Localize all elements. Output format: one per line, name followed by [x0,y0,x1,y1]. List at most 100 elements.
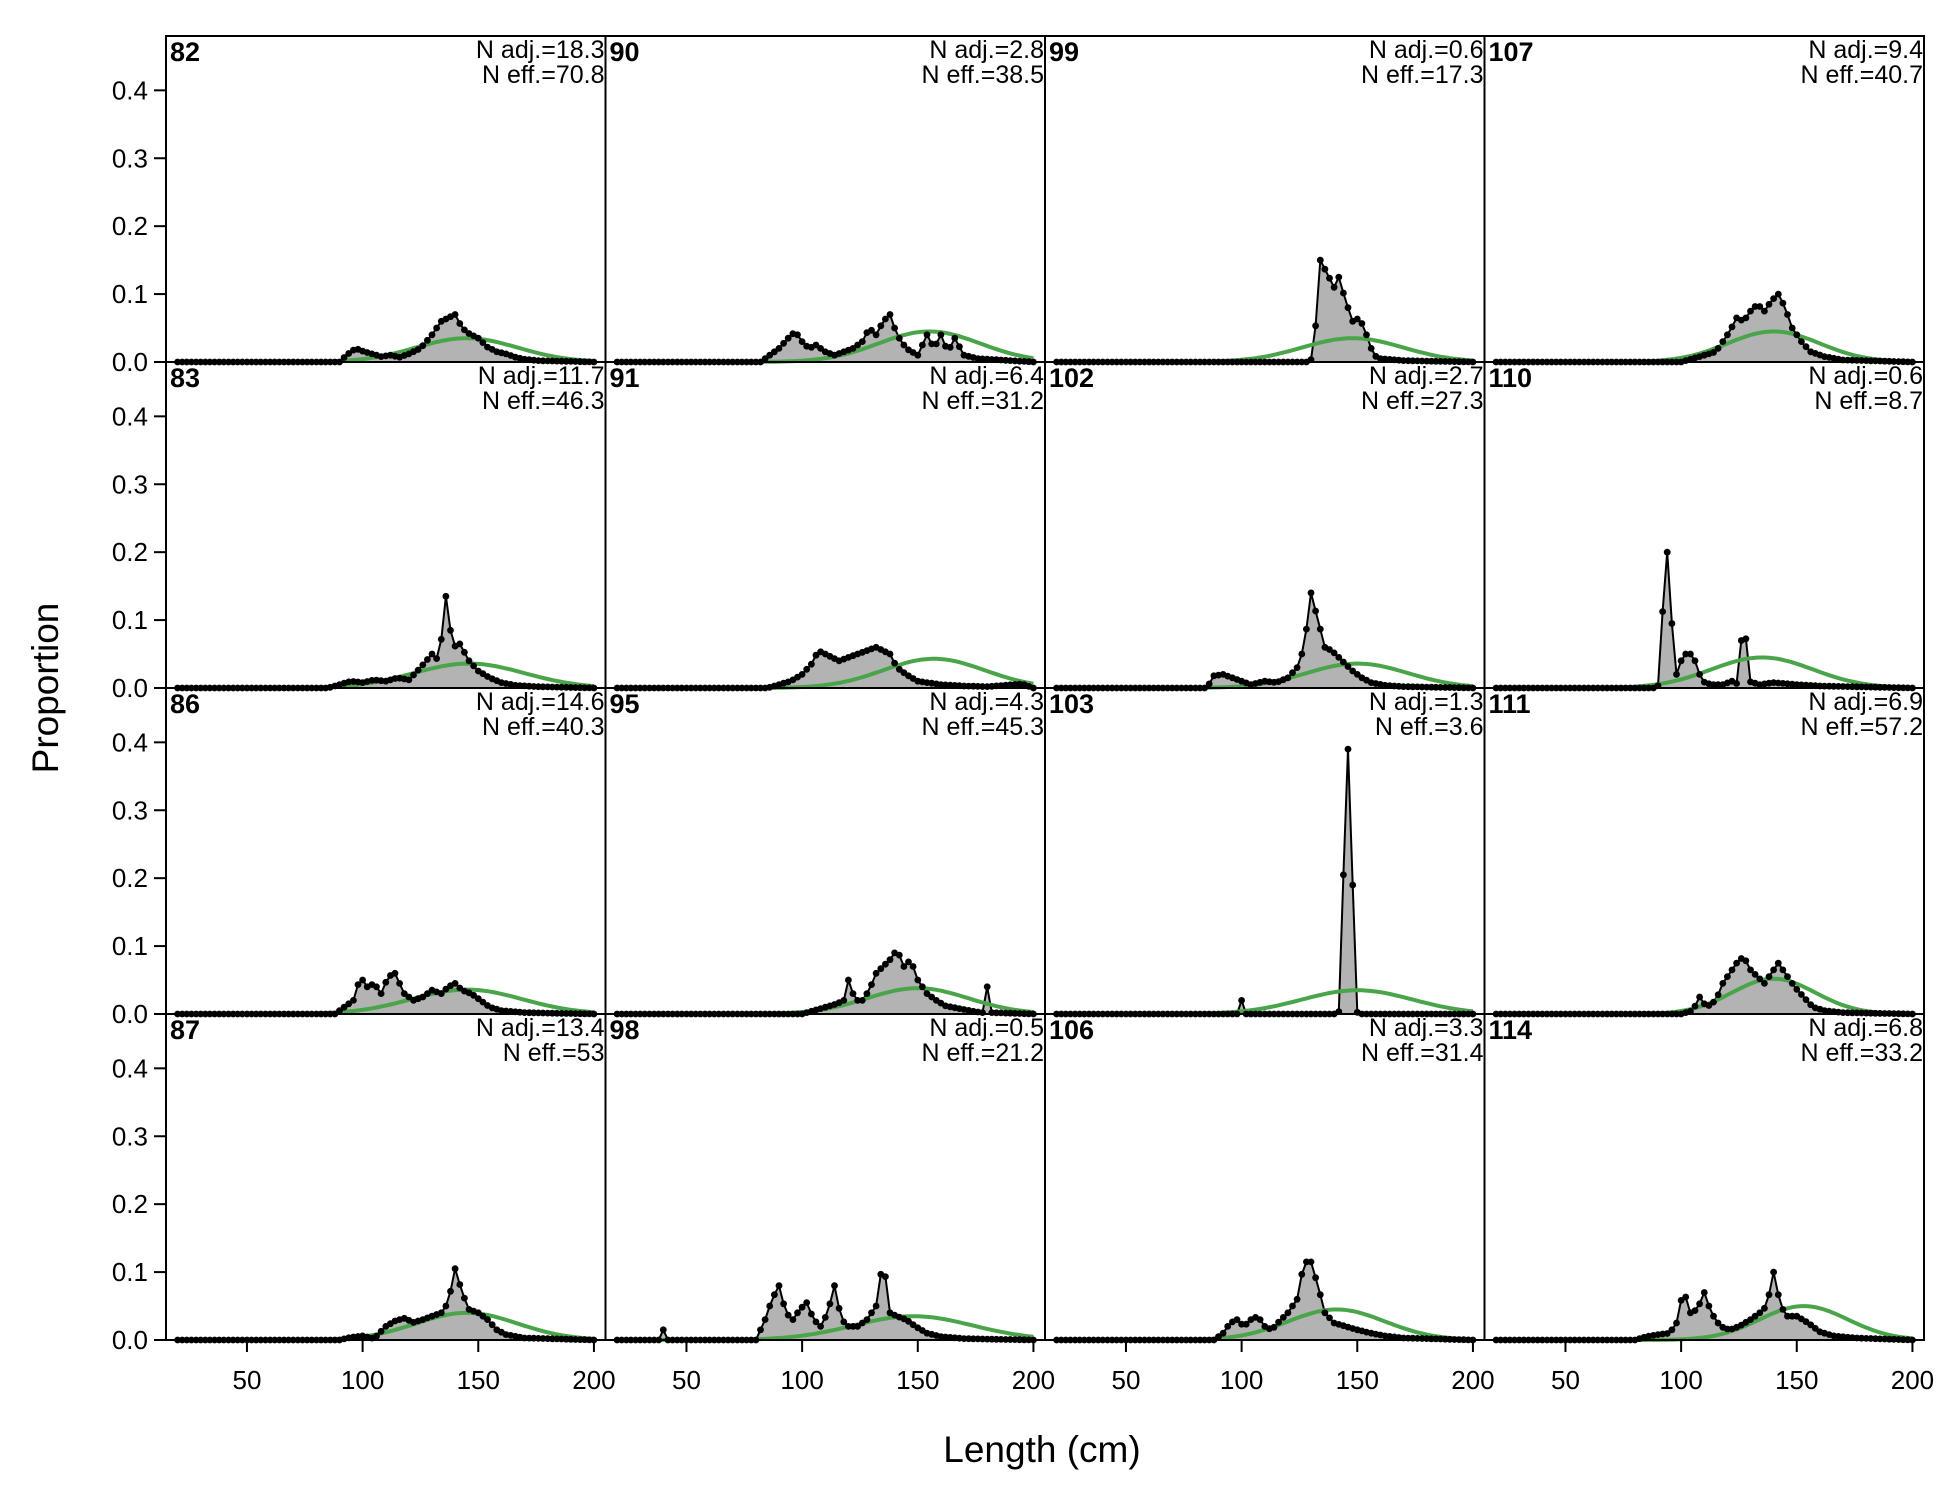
observed-point [849,990,857,997]
observed-point [1687,650,1694,658]
observed-point [1224,1323,1232,1330]
observed-point [1728,323,1736,331]
observed-point [484,1316,491,1323]
observed-point [451,311,459,318]
n-adj-label: N adj.=0.6 [1808,362,1923,390]
observed-point [1770,1268,1777,1276]
observed-point [877,322,885,330]
observed-point [798,338,806,345]
x-tick-label: 100 [1659,1365,1702,1395]
observed-point [1238,997,1245,1004]
observed-point [359,976,366,984]
observed-point [812,1318,820,1326]
panel-year-label: 82 [170,37,200,67]
panel-year-label: 103 [1049,689,1094,719]
observed-point [1663,1330,1671,1337]
n-eff-label: N eff.=40.3 [482,713,605,741]
observed-point [1710,349,1717,356]
observed-point [983,983,991,991]
observed-point [1756,303,1764,310]
observed-point [923,331,931,339]
observed-point [868,1309,875,1317]
observed-point [1349,881,1357,889]
n-eff-label: N eff.=33.2 [1800,1039,1923,1067]
observed-point [1279,1314,1287,1321]
observed-point [1714,991,1722,999]
observed-point [780,339,787,347]
observed-area [1496,552,1913,688]
observed-point [858,997,866,1004]
n-eff-label: N eff.=70.8 [482,61,605,89]
observed-point [1784,973,1791,980]
observed-point [1326,274,1333,282]
observed-point [396,980,403,987]
observed-point [872,331,880,339]
observed-point [886,650,894,658]
observed-point [1270,1323,1278,1331]
n-adj-label: N adj.=18.3 [476,36,605,64]
observed-point [1344,663,1352,670]
x-tick-label: 200 [572,1365,615,1395]
observed-point [914,351,922,359]
observed-point [1742,957,1750,965]
observed-point [882,315,889,323]
n-adj-label: N adj.=6.4 [929,362,1044,390]
panel-98: 98 N adj.=0.5N eff.=21.2 [604,1013,1046,1344]
observed-point [437,990,445,997]
observed-point [845,976,852,984]
n-adj-label: N adj.=2.8 [929,36,1044,64]
observed-point [1367,345,1375,352]
observed-point [373,1332,380,1340]
observed-point [803,1299,811,1306]
observed-point [1673,1319,1680,1327]
panel-91: 91 N adj.=6.4N eff.=31.2 [604,361,1046,692]
panel-year-label: 83 [170,363,200,393]
observed-point [1774,290,1782,298]
observed-point [456,640,464,648]
observed-point [1793,331,1801,339]
observed-point [886,311,894,318]
observed-point [405,676,413,684]
observed-point [914,976,922,984]
y-tick-label: 0.4 [112,401,148,431]
observed-point [414,666,422,674]
observed-point [1751,971,1759,978]
observed-point [840,1318,848,1326]
observed-point [373,983,380,991]
observed-point [1284,1309,1292,1317]
observed-point [479,339,487,346]
observed-point [1714,1319,1722,1327]
observed-point [946,343,954,351]
observed-point [424,656,431,663]
observed-point [1747,307,1754,315]
panel-106: 106 N adj.=3.3N eff.=31.4 [1044,1013,1486,1344]
panel-99: 99 N adj.=0.6N eff.=17.3 [1044,35,1486,366]
y-tick-label: 0.0 [112,347,148,377]
observed-point [1289,1302,1296,1310]
observed-point [1233,1316,1241,1323]
observed-point [863,990,871,997]
observed-point [900,341,908,349]
observed-point [1700,1289,1708,1296]
y-tick-label: 0.2 [112,1189,148,1219]
observed-line [1056,749,1473,1015]
n-adj-label: N adj.=6.8 [1808,1014,1923,1042]
n-adj-label: N adj.=0.6 [1369,36,1484,64]
observed-point [766,351,774,359]
observed-point [923,990,931,997]
observed-point [1677,657,1685,665]
panel-year-label: 91 [610,363,640,393]
n-eff-label: N eff.=8.7 [1814,387,1923,415]
observed-point [433,655,440,662]
observed-point [1696,1300,1703,1308]
observed-point [780,1300,787,1308]
y-tick-label: 0.4 [112,75,148,105]
n-eff-label: N eff.=31.2 [921,387,1044,415]
observed-point [1312,1274,1319,1282]
y-tick-label: 0.2 [112,537,148,567]
observed-point [868,326,875,334]
observed-point [1719,338,1727,345]
observed-point [1788,324,1796,332]
n-eff-label: N eff.=31.4 [1361,1039,1484,1067]
